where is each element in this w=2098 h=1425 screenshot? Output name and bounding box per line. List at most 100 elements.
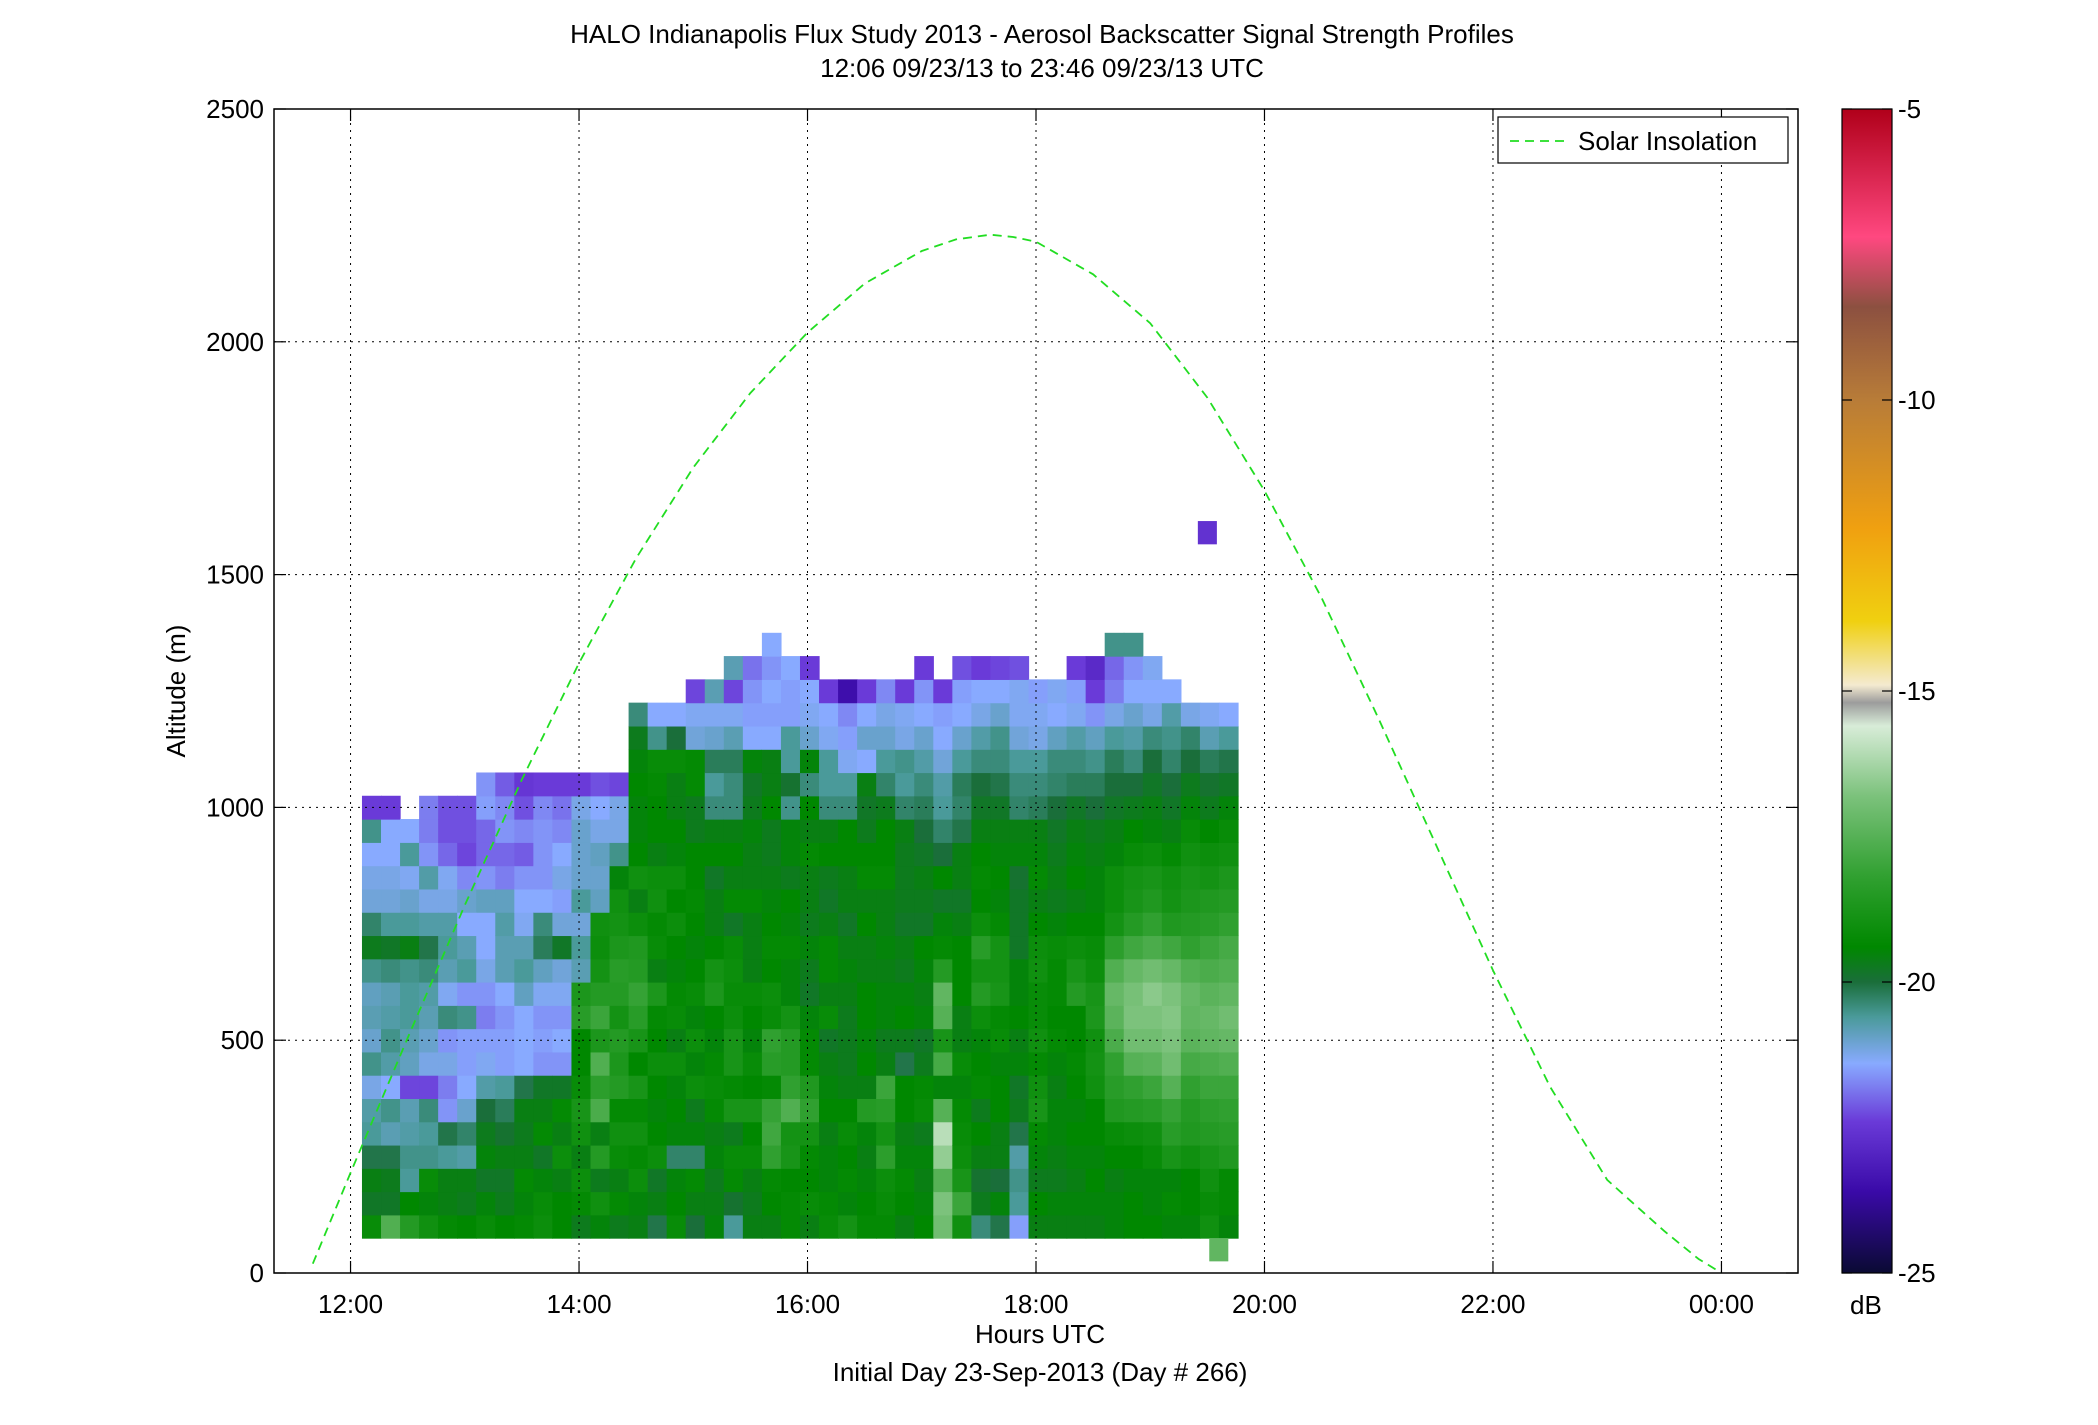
heatmap-cell [419, 935, 439, 960]
heatmap-cell [1180, 1028, 1201, 1053]
heatmap-cell [666, 1005, 687, 1030]
heatmap-cell [761, 958, 782, 983]
heatmap-cell [723, 842, 744, 867]
heatmap-cell [609, 1005, 630, 1030]
heatmap-cell [1123, 1098, 1144, 1123]
heatmap-cell [933, 679, 953, 704]
heatmap-cell [381, 1098, 401, 1123]
heatmap-cell [533, 1214, 554, 1239]
heatmap-cell [381, 1051, 401, 1076]
heatmap-cell [1180, 982, 1201, 1006]
heatmap-cell [1047, 1098, 1068, 1123]
heatmap-cell [952, 1121, 972, 1146]
heatmap-cell [971, 656, 992, 680]
heatmap-cell [628, 865, 649, 890]
heatmap-cell [1104, 1168, 1125, 1193]
heatmap-cell [552, 865, 573, 890]
heatmap-cell [400, 842, 420, 867]
heatmap-cell [723, 1028, 744, 1053]
heatmap-cell [628, 772, 649, 797]
x-tick-label: 22:00 [1460, 1289, 1525, 1319]
heatmap-cell [1161, 1168, 1182, 1193]
heatmap-cell [381, 1075, 401, 1099]
heatmap-cell [780, 1191, 801, 1216]
heatmap-cell [761, 1005, 782, 1030]
heatmap-cell [895, 1075, 915, 1099]
heatmap-cell [838, 935, 858, 960]
heatmap-cell [552, 982, 573, 1006]
heatmap-cell [514, 1075, 534, 1099]
heatmap-cell [495, 1005, 515, 1030]
heatmap-cell [438, 795, 458, 820]
heatmap-cell [552, 1075, 573, 1099]
heatmap-cell [685, 749, 706, 774]
heatmap-cell [1142, 1051, 1163, 1076]
heatmap-cell [780, 865, 801, 890]
heatmap-cell [1066, 1191, 1087, 1216]
heatmap-cell [1047, 819, 1068, 843]
heatmap-cell [952, 679, 972, 704]
heatmap-cell [952, 888, 972, 913]
heatmap-cell [438, 958, 458, 983]
heatmap-cell [628, 1098, 649, 1123]
heatmap-cell [685, 679, 706, 704]
heatmap-cell [533, 772, 554, 797]
heatmap-cell [590, 865, 611, 890]
heatmap-cell [933, 958, 953, 983]
heatmap-cell [952, 749, 972, 774]
heatmap-cell [514, 1144, 534, 1169]
heatmap-cell [400, 1144, 420, 1169]
heatmap-cell [761, 702, 782, 727]
heatmap-cell [1047, 1051, 1068, 1076]
heatmap-cell [1066, 1005, 1087, 1030]
heatmap-cell [742, 1191, 763, 1216]
heatmap-cell [819, 912, 839, 937]
heatmap-cell [552, 912, 573, 937]
heatmap-cell [1085, 1051, 1106, 1076]
heatmap-cell [1199, 749, 1220, 774]
heatmap-cell [495, 888, 515, 913]
heatmap-cell [1199, 1098, 1220, 1123]
heatmap-cell [857, 1121, 877, 1146]
heatmap-cell [1218, 888, 1239, 913]
heatmap-cell [1123, 1005, 1144, 1030]
heatmap-cell [1028, 679, 1049, 704]
heatmap-cell [438, 1191, 458, 1216]
heatmap-cell [1180, 702, 1201, 727]
heatmap-cell [1142, 702, 1163, 727]
heatmap-cell [933, 1028, 953, 1053]
heatmap-cell [1085, 819, 1106, 843]
heatmap-cell [876, 679, 896, 704]
heatmap-cell [723, 1214, 744, 1239]
heatmap-cell [742, 982, 763, 1006]
heatmap-cell [1218, 935, 1239, 960]
heatmap-cell [838, 795, 858, 820]
heatmap-cell [819, 1051, 839, 1076]
heatmap-cell [571, 935, 592, 960]
heatmap-cell [742, 842, 763, 867]
heatmap-cell [1066, 1214, 1087, 1239]
heatmap-cell [799, 888, 820, 913]
heatmap-cell [990, 1075, 1011, 1099]
heatmap-cell [1142, 1005, 1163, 1030]
heatmap-cell [533, 1191, 554, 1216]
heatmap-cell [1180, 1005, 1201, 1030]
heatmap-cell [647, 1051, 668, 1076]
heatmap-cell [438, 1028, 458, 1053]
heatmap-cell [419, 912, 439, 937]
heatmap-cell [780, 1075, 801, 1099]
heatmap-cell [1142, 935, 1163, 960]
heatmap-cell [895, 1121, 915, 1146]
heatmap-cell [1085, 1028, 1106, 1053]
heatmap-cell [876, 1028, 896, 1053]
heatmap-cell [495, 982, 515, 1006]
heatmap-cell [914, 958, 934, 983]
heatmap-cell [571, 1005, 592, 1030]
heatmap-cell [666, 912, 687, 937]
heatmap-cell [1104, 888, 1125, 913]
heatmap-cell [704, 702, 725, 727]
heatmap-cell [419, 1005, 439, 1030]
heatmap-cell [1123, 842, 1144, 867]
heatmap-cell [1009, 679, 1030, 704]
heatmap-cell [361, 935, 382, 960]
